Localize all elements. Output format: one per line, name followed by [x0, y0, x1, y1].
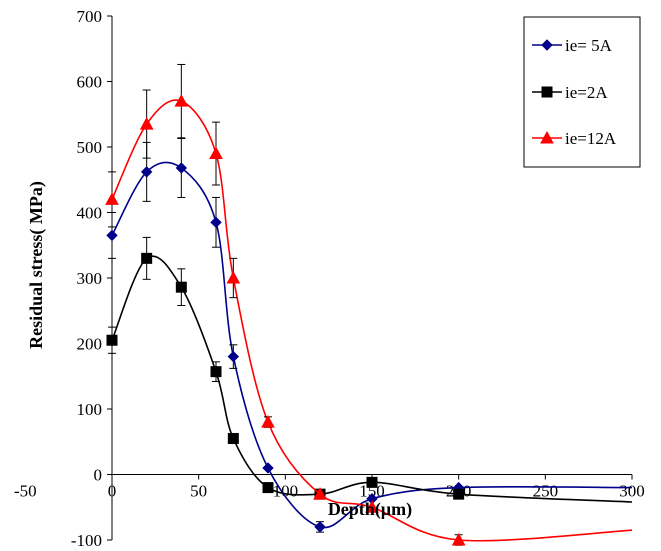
y-tick-label: 300	[77, 269, 103, 288]
x-tick-label: 50	[190, 482, 207, 501]
y-tick-label: 600	[77, 73, 103, 92]
y-tick-label: -100	[71, 531, 102, 550]
data-point-square	[541, 86, 553, 98]
data-point-triangle	[451, 532, 466, 546]
data-point-diamond	[140, 166, 153, 178]
data-point-triangle	[105, 192, 119, 205]
y-tick-label: 100	[77, 400, 103, 419]
y-tick-label: 500	[77, 138, 103, 157]
series-1	[106, 137, 633, 533]
series-3	[105, 63, 633, 546]
series-2	[106, 236, 633, 503]
legend-label: ie=12A	[565, 129, 617, 148]
data-point-diamond	[541, 39, 553, 51]
y-tick-label: 200	[77, 335, 103, 354]
legend-label: ie= 5A	[565, 36, 613, 55]
x-tick-label: 300	[619, 482, 645, 501]
series-line	[111, 99, 633, 542]
data-point-square	[262, 482, 274, 494]
data-point-square	[106, 334, 118, 346]
data-point-diamond	[106, 229, 118, 242]
y-tick-label: 400	[77, 204, 103, 223]
data-point-diamond	[227, 350, 240, 363]
data-point-diamond	[262, 462, 274, 474]
data-point-square	[210, 366, 222, 378]
x-tick-label: -50	[14, 482, 37, 501]
data-point-square	[175, 281, 187, 293]
data-point-triangle	[139, 117, 154, 130]
x-tick-label: 150	[359, 482, 385, 501]
data-point-triangle	[261, 415, 275, 428]
data-point-diamond	[210, 216, 222, 229]
y-tick-label: 700	[77, 7, 103, 26]
data-point-triangle	[226, 270, 241, 284]
series-line	[111, 255, 633, 503]
data-point-triangle	[540, 130, 554, 144]
data-point-square	[227, 432, 239, 444]
data-point-triangle	[174, 94, 189, 107]
data-point-diamond	[314, 521, 326, 533]
y-tick-label: 0	[94, 466, 103, 485]
data-point-diamond	[175, 162, 188, 174]
legend: ie= 5A ie=2A ie=12A	[523, 16, 641, 168]
x-axis-title: Depth(µm)	[328, 499, 412, 520]
y-axis-title: Residual stress( MPa)	[26, 181, 47, 349]
data-point-triangle	[313, 487, 327, 500]
x-tick-label: 0	[108, 482, 117, 501]
data-point-triangle	[365, 500, 379, 513]
data-point-square	[366, 476, 378, 488]
data-point-square	[453, 488, 465, 500]
legend-label: ie=2A	[565, 83, 608, 102]
data-point-triangle	[209, 146, 223, 160]
series-layer	[105, 63, 633, 546]
data-point-square	[141, 252, 153, 264]
series-line	[111, 161, 633, 529]
